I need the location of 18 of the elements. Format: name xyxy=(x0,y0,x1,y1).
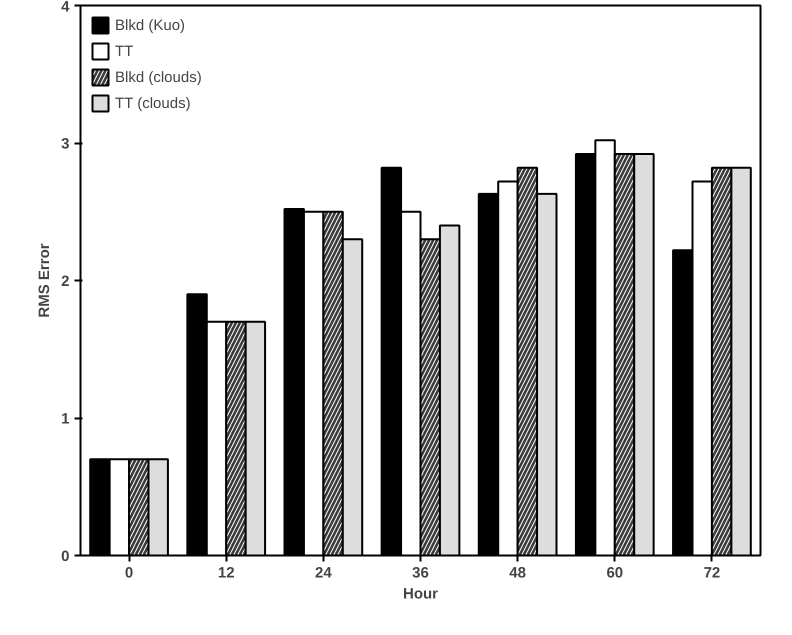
x-tick-label: 12 xyxy=(218,564,235,582)
x-tick-label: 36 xyxy=(412,564,429,582)
y-tick-label: 3 xyxy=(61,136,70,152)
x-axis-title: Hour xyxy=(403,586,438,602)
legend-label: Blkd (Kuo) xyxy=(115,16,186,34)
x-tick-label: 48 xyxy=(509,564,526,582)
legend-label: Blkd (clouds) xyxy=(115,68,202,86)
y-tick-label: 0 xyxy=(61,548,70,565)
y-tick-label: 4 xyxy=(61,0,70,16)
y-axis-title: RMS Error xyxy=(36,243,54,318)
y-tick-label: 1 xyxy=(61,410,70,428)
x-tick-label: 24 xyxy=(315,564,332,582)
x-tick-label: 72 xyxy=(704,564,720,582)
x-tick-label: 60 xyxy=(606,564,624,582)
x-tick-label: 0 xyxy=(124,564,134,582)
legend-label: TT xyxy=(115,42,134,60)
legend-label: TT (clouds) xyxy=(115,94,191,112)
y-tick-label: 2 xyxy=(61,273,70,290)
